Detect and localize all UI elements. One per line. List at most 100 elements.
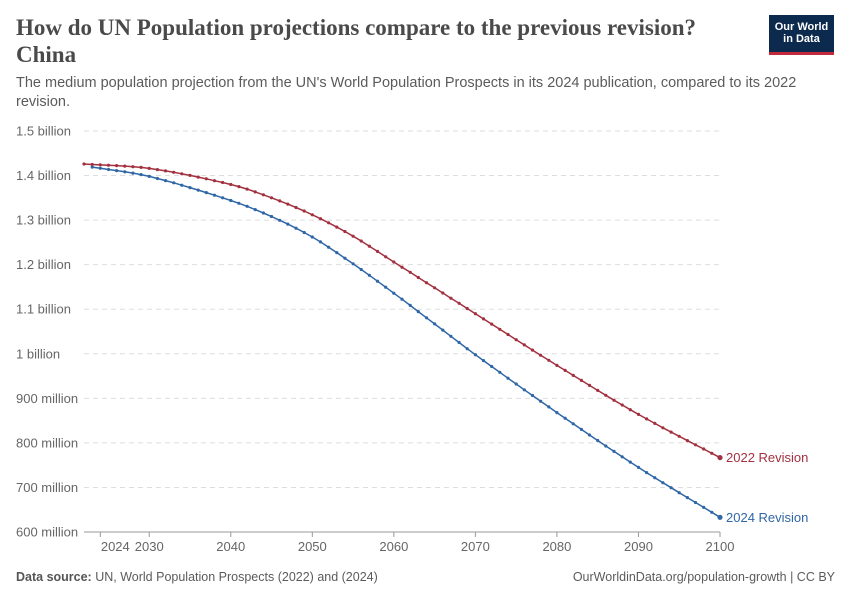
series-2022-revision-point	[221, 180, 225, 185]
series-2024-revision-point	[90, 165, 94, 169]
series-2022-revision-point	[604, 393, 608, 397]
series-lines	[82, 162, 723, 520]
x-tick-label: 2060	[379, 539, 408, 554]
series-2022-revision-point	[204, 177, 208, 181]
series-2022-revision-point	[661, 426, 665, 430]
series-2024-revision-point	[465, 347, 469, 351]
series-2024-revision-label[interactable]: 2024 Revision	[726, 510, 808, 525]
series-2024-revision-point	[653, 476, 657, 480]
series-2024-revision-point	[555, 411, 559, 415]
y-tick-label: 800 million	[16, 435, 78, 450]
series-2024-revision-point	[212, 193, 217, 197]
x-tick-label: 2080	[542, 539, 571, 554]
series-2022-revision-point	[449, 296, 453, 300]
series-2022-revision-point	[693, 443, 698, 447]
series-2024-revision-point	[530, 393, 535, 398]
series-2022-revision-point	[237, 185, 241, 189]
series-2024-revision-point	[253, 208, 257, 212]
series-2024-revision-point	[579, 427, 584, 431]
x-tick-label: 2090	[624, 539, 653, 554]
series-2022-revision-point	[612, 398, 616, 402]
series-2022-revision-point	[433, 286, 437, 290]
series-2022-revision-point	[547, 358, 551, 362]
footer-link[interactable]: OurWorldinData.org/population-growth | C…	[572, 570, 835, 584]
series-2022-revision-point	[351, 234, 355, 238]
x-tick-label: 2070	[461, 539, 490, 554]
series-2024-revision-point	[628, 460, 632, 464]
series-2024-revision-point	[237, 201, 241, 205]
series-2022-revision-point	[392, 260, 396, 264]
series-2024-revision-point	[318, 240, 323, 244]
series-2022-revision-point	[123, 164, 127, 168]
series-2022-revision-point	[269, 196, 274, 200]
series-2022-revision-point	[327, 221, 331, 225]
series-2024-revision-point	[620, 455, 624, 459]
series-2022-revision-point	[229, 182, 233, 187]
series-2022-revision-point	[514, 338, 518, 342]
series-2022-revision-point	[245, 187, 249, 191]
series-2024-revision-point	[123, 170, 127, 174]
series-2024-revision-point	[343, 256, 347, 260]
series-2024-revision-point	[115, 169, 119, 173]
series-2022-revision-point	[172, 170, 176, 174]
series-2022-revision-point	[310, 213, 314, 217]
series-2022-revision-point	[335, 225, 339, 229]
series-2024-revision-point	[188, 186, 192, 190]
owid-logo[interactable]: Our World in Data	[769, 15, 834, 55]
series-2024-revision-point	[180, 183, 184, 187]
series-2024-revision-point	[441, 328, 445, 332]
series-2024-revision-point	[172, 181, 176, 185]
data-source: Data source: UN, World Population Prospe…	[16, 570, 378, 584]
x-tick-label: 2100	[706, 539, 735, 554]
x-tick-label: 2024	[101, 539, 130, 554]
series-2022-revision-line[interactable]	[83, 163, 721, 459]
series-2022-revision-point	[212, 179, 217, 183]
series-2024-revision-point	[147, 174, 151, 178]
y-tick-label: 1 billion	[16, 346, 60, 361]
series-2024-revision-point	[612, 449, 616, 453]
series-2024-revision-point	[563, 416, 567, 420]
y-tick-label: 600 million	[16, 525, 78, 540]
series-2022-revision-point	[628, 408, 632, 412]
series-2022-revision-point	[669, 430, 673, 434]
x-axis: 2024 2030 2040 2050 2060 2070 2080 2090 2100	[84, 531, 735, 554]
series-2022-revision-point	[384, 255, 388, 259]
series-2024-revision-point	[571, 422, 575, 426]
series-2022-revision-point	[498, 327, 502, 331]
series-2022-revision-point	[82, 162, 86, 166]
series-2024-revision-point	[416, 310, 420, 314]
series-2024-revision-point	[351, 262, 355, 266]
data-source-text[interactable]: UN, World Population Prospects (2022) an…	[95, 570, 378, 584]
series-2022-revision-point	[555, 363, 559, 367]
series-2024-revision-point	[229, 198, 233, 203]
series-2024-revision-point	[636, 465, 641, 469]
series-2024-revision-point	[677, 491, 681, 495]
series-2022-revision-label[interactable]: 2022 Revision	[726, 450, 808, 465]
series-2022-revision-point	[636, 412, 641, 416]
x-tick-label: 2040	[216, 539, 245, 554]
series-2022-revision-point	[530, 348, 535, 352]
series-2024-revision-point	[384, 285, 388, 289]
series-2024-revision-end-marker	[717, 514, 723, 520]
series-2022-revision-point	[645, 417, 649, 421]
series-2022-revision-point	[587, 383, 592, 387]
series-2024-revision-point	[269, 214, 274, 219]
series-2022-revision-point	[286, 202, 290, 206]
series-2024-revision-point	[400, 297, 404, 301]
series-2022-revision-point	[539, 353, 543, 357]
series-2022-revision-point	[253, 190, 257, 194]
x-tick-label: 2050	[298, 539, 327, 554]
series-2024-revision-point	[449, 334, 453, 338]
series-2024-revision-point	[359, 267, 363, 272]
series-2024-revision-point	[457, 340, 461, 345]
series-2024-revision-point	[498, 370, 502, 374]
series-2024-revision-point	[702, 505, 706, 509]
series-2024-revision-point	[286, 222, 290, 226]
series-2022-revision-point	[261, 193, 265, 197]
series-2022-revision-point	[620, 403, 624, 407]
series-2022-revision-point	[473, 312, 477, 316]
series-2024-revision-point	[522, 388, 526, 392]
series-2024-revision-point	[294, 226, 298, 230]
series-2024-revision-point	[490, 364, 494, 369]
